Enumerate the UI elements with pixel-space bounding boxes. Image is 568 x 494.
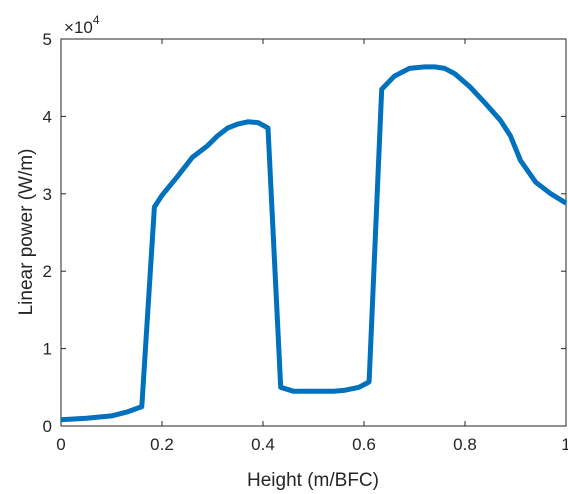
y-tick-label: 2 (43, 262, 52, 281)
y-tick-label: 0 (43, 417, 52, 436)
multiplier-exponent: 4 (93, 13, 100, 27)
x-tick-labels: 0 0.2 0.4 0.6 0.8 1 (56, 435, 568, 454)
x-axis-label: Height (m/BFC) (247, 470, 379, 491)
axes-box (60, 38, 567, 427)
x-tick-label: 0.2 (150, 435, 174, 454)
y-axis-label: Linear power (W/m) (16, 149, 37, 316)
x-tick-label: 0.6 (352, 435, 376, 454)
x-tick-label: 0.4 (251, 435, 275, 454)
series-line (60, 64, 568, 423)
multiplier-base: 10 (74, 18, 93, 37)
y-exponent-multiplier: ×104 (64, 13, 100, 37)
tick-marks (60, 38, 567, 427)
y-tick-labels: 0 1 2 3 4 5 (43, 30, 52, 436)
y-tick-label: 1 (43, 340, 52, 359)
x-tick-label: 1 (561, 435, 568, 454)
plot-area (60, 38, 567, 427)
y-tick-label: 5 (43, 30, 52, 49)
y-tick-label: 3 (43, 185, 52, 204)
y-tick-label: 4 (43, 107, 52, 126)
multiplier-prefix: × (64, 18, 74, 37)
series-layer (60, 64, 568, 423)
x-tick-label: 0 (56, 435, 65, 454)
x-tick-label: 0.8 (453, 435, 477, 454)
